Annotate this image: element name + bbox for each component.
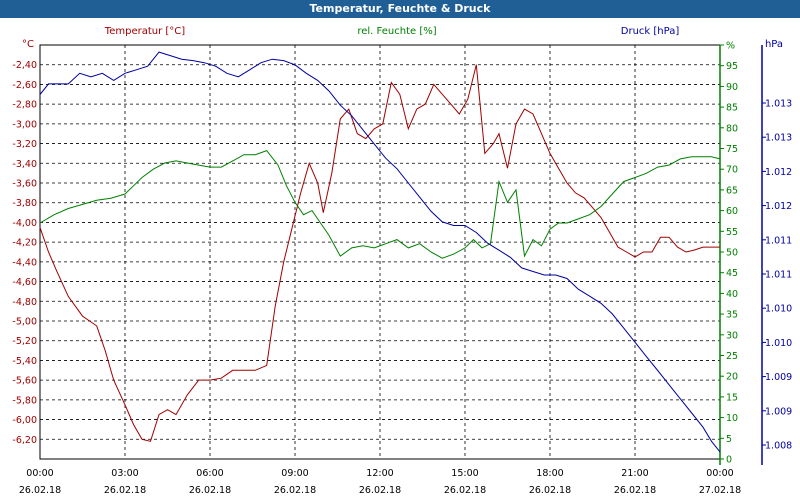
pressure-tick-label: 1.013 [765, 99, 792, 110]
temperature-tick-label: -2,80 [12, 100, 37, 111]
date-tick-label: 26.02.18 [274, 485, 316, 496]
date-tick-label: 26.02.18 [614, 485, 656, 496]
humidity-tick-label: 80 [726, 123, 738, 134]
pressure-tick-label: 1.009 [765, 406, 792, 417]
time-tick-label: 00:00 [26, 468, 53, 479]
temperature-tick-label: -4,80 [12, 297, 37, 308]
humidity-tick-label: 5 [726, 434, 732, 445]
temperature-axis-unit: °C [22, 39, 34, 50]
humidity-tick-label: 95 [726, 61, 738, 72]
humidity-tick-label: 20 [726, 372, 738, 383]
series-line-humidity [39, 150, 721, 259]
humidity-tick-label: 60 [726, 206, 738, 217]
humidity-tick-label: 85 [726, 103, 738, 114]
date-tick-label: 26.02.18 [529, 485, 571, 496]
humidity-tick-label: 35 [726, 310, 738, 321]
pressure-tick-label: 1.010 [765, 338, 792, 349]
series-group [39, 51, 721, 453]
humidity-tick-label: 50 [726, 248, 738, 259]
temperature-tick-label: -2,40 [12, 60, 37, 71]
temperature-tick-label: -3,40 [12, 159, 37, 170]
humidity-tick-label: 55 [726, 227, 738, 238]
date-tick-label: 26.02.18 [19, 485, 61, 496]
temperature-tick-label: -5,00 [12, 317, 37, 328]
humidity-tick-label: 75 [726, 144, 738, 155]
legend-humidity: rel. Feuchte [%] [357, 26, 436, 37]
time-axis: 00:00 26.02.18 03:00 26.02.18 06:00 26.02.18 0… [19, 468, 741, 496]
humidity-tick-label: 10 [726, 413, 738, 424]
pressure-tick-label: 1.012 [765, 167, 792, 178]
temperature-tick-label: -3,00 [12, 119, 37, 130]
pressure-tick-label: 1.013 [765, 133, 792, 144]
pressure-tick-label: 1.011 [765, 235, 792, 246]
humidity-tick-label: 15 [726, 392, 738, 403]
date-tick-label: 26.02.18 [359, 485, 401, 496]
humidity-tick-label: 70 [726, 165, 738, 176]
temperature-tick-label: -4,00 [12, 218, 37, 229]
humidity-tick-label: 0 [726, 455, 732, 466]
legend-temperature: Temperatur [°C] [104, 26, 185, 37]
temperature-tick-label: -3,80 [12, 198, 37, 209]
time-tick-label: 18:00 [536, 468, 563, 479]
humidity-tick-label: 25 [726, 351, 738, 362]
temperature-tick-label: -2,60 [12, 80, 37, 91]
date-tick-label: 26.02.18 [104, 485, 146, 496]
time-tick-label: 21:00 [621, 468, 648, 479]
temperature-axis: -2,40 -2,60 -2,80 -3,00 -3,20 -3,40 -3,60 -3,80… [12, 60, 37, 446]
humidity-tick-label: 65 [726, 185, 738, 196]
temperature-tick-label: -4,20 [12, 238, 37, 249]
pressure-tick-label: 1.011 [765, 270, 792, 281]
time-tick-label: 06:00 [196, 468, 223, 479]
temperature-tick-label: -3,20 [12, 139, 37, 150]
temperature-tick-label: -3,60 [12, 179, 37, 190]
pressure-tick-label: 1.008 [765, 441, 792, 452]
time-tick-label: 03:00 [111, 468, 138, 479]
temperature-tick-label: -5,60 [12, 376, 37, 387]
date-tick-label: 26.02.18 [444, 485, 486, 496]
humidity-tick-label: 30 [726, 330, 738, 341]
temperature-tick-label: -6,00 [12, 415, 37, 426]
time-tick-label: 15:00 [451, 468, 478, 479]
legend-pressure: Druck [hPa] [621, 26, 680, 37]
humidity-axis: 0 5 10 15 20 25 30 35 40 45 50 55 60 65 70 75 80 85 90 95% [719, 41, 738, 466]
chart-svg: Temperatur [°C] rel. Feuchte [%] Druck [… [0, 18, 800, 500]
chart-area: Temperatur [°C] rel. Feuchte [%] Druck [… [0, 18, 800, 500]
humidity-tick-label: % [726, 41, 735, 52]
humidity-tick-label: 90 [726, 82, 738, 93]
pressure-axis: 1.013 1.013 1.012 1.012 1.011 1.011 1.010 1.010… [761, 45, 792, 465]
temperature-tick-label: -5,40 [12, 356, 37, 367]
pressure-axis-unit: hPa [765, 39, 783, 50]
temperature-tick-label: -6,20 [12, 435, 37, 446]
temperature-tick-label: -4,60 [12, 277, 37, 288]
date-tick-label: 26.02.18 [189, 485, 231, 496]
pressure-tick-label: 1.010 [765, 304, 792, 315]
temperature-tick-label: -5,80 [12, 395, 37, 406]
time-tick-label: 12:00 [366, 468, 393, 479]
temperature-tick-label: -4,40 [12, 257, 37, 268]
time-tick-label: 09:00 [281, 468, 308, 479]
grid-lines [40, 45, 720, 459]
humidity-tick-label: 45 [726, 268, 738, 279]
temperature-tick-label: -5,20 [12, 336, 37, 347]
humidity-tick-label: 40 [726, 289, 738, 300]
series-line-temperature [39, 64, 720, 442]
date-tick-label: 27.02.18 [699, 485, 741, 496]
time-tick-label: 00:00 [706, 468, 733, 479]
pressure-tick-label: 1.012 [765, 201, 792, 212]
series-line-pressure [39, 51, 721, 453]
pressure-tick-label: 1.009 [765, 372, 792, 383]
window-title: Temperatur, Feuchte & Druck [0, 0, 800, 18]
